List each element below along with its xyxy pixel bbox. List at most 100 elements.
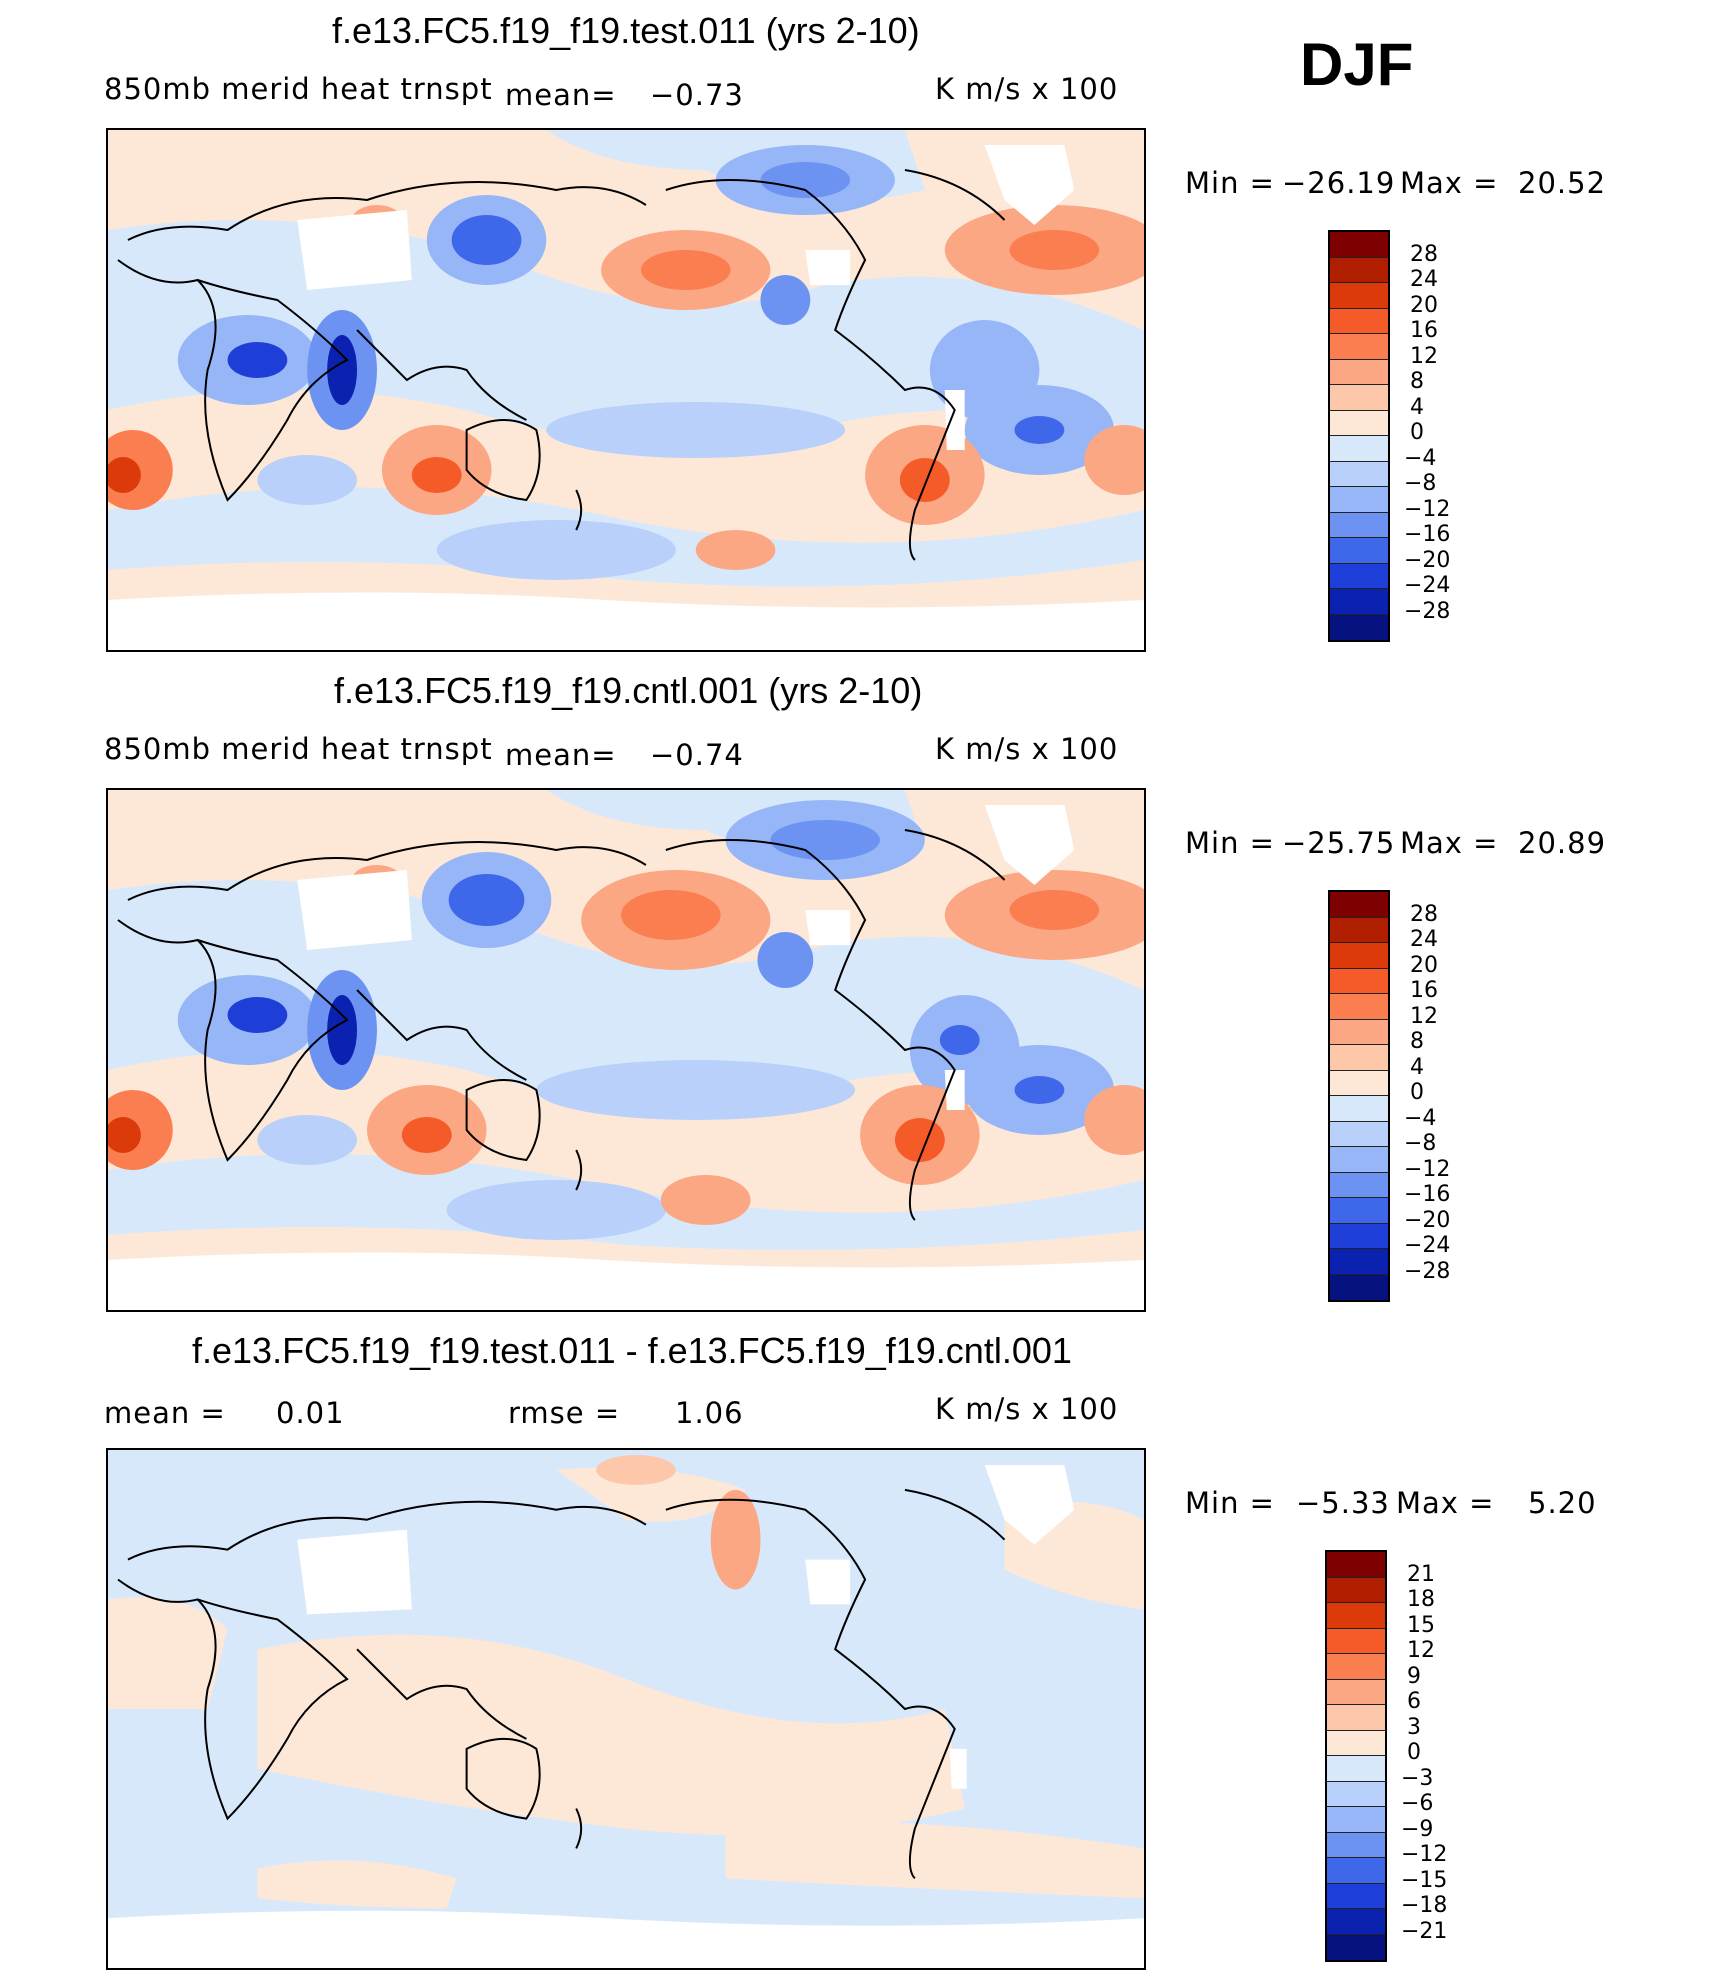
colorbar-segment (1327, 1909, 1385, 1935)
panel-1-min-value: −26.19 (1282, 166, 1396, 200)
panel-1-units: K m/s x 100 (935, 72, 1119, 106)
panel-3-units: K m/s x 100 (935, 1392, 1119, 1426)
colorbar-segment (1330, 1096, 1388, 1122)
colorbar-tick-label: 24 (1410, 267, 1438, 292)
colorbar-tick-label: 4 (1410, 394, 1424, 420)
colorbar-tick-label: −4 (1404, 445, 1437, 471)
colorbar-segment (1330, 1070, 1388, 1096)
colorbar-segment (1330, 359, 1388, 385)
colorbar-segment (1330, 589, 1388, 615)
panel-1-title: f.e13.FC5.f19_f19.test.011 (yrs 2-10) (332, 10, 920, 51)
colorbar-tick-label: −20 (1404, 547, 1451, 573)
colorbar-segment (1330, 1045, 1388, 1071)
colorbar-segment (1327, 1858, 1385, 1884)
panel-3-rmse-value: 1.06 (675, 1396, 744, 1430)
colorbar-tick-label: −28 (1404, 598, 1451, 624)
panel-1-max-label: Max = (1400, 166, 1499, 200)
panel-3-colorbar (1325, 1550, 1387, 1962)
colorbar-tick-label: −4 (1404, 1105, 1437, 1131)
colorbar-tick-label: −28 (1404, 1258, 1451, 1284)
colorbar-tick-label: 8 (1410, 369, 1424, 394)
panel-2-title: f.e13.FC5.f19_f19.cntl.001 (yrs 2-10) (334, 670, 923, 711)
colorbar-segment (1330, 385, 1388, 411)
panel-2-max-label: Max = (1400, 826, 1499, 860)
colorbar-tick-label: −18 (1401, 1893, 1448, 1918)
panel-2-mean-label: mean= (505, 738, 617, 772)
panel-2-min-label: Min = (1185, 826, 1275, 860)
colorbar-segment (1330, 512, 1388, 538)
panel-2-min-value: −25.75 (1282, 826, 1396, 860)
colorbar-segment (1330, 538, 1388, 564)
panel-1-colorbar (1328, 230, 1390, 642)
panel-2-variable-label: 850mb merid heat trnspt (104, 732, 493, 766)
colorbar-segment (1327, 1781, 1385, 1807)
panel-2-map (106, 788, 1146, 1312)
panel-3-title: f.e13.FC5.f19_f19.test.011 - f.e13.FC5.f… (192, 1330, 1072, 1371)
colorbar-segment (1327, 1705, 1385, 1731)
colorbar-tick-label: 0 (1410, 1080, 1424, 1105)
panel-3-min-value: −5.33 (1296, 1486, 1390, 1520)
colorbar-tick-label: 21 (1407, 1561, 1435, 1587)
panel-1-min-label: Min = (1185, 166, 1275, 200)
colorbar-tick-label: −20 (1404, 1207, 1451, 1233)
colorbar-segment (1327, 1679, 1385, 1705)
colorbar-tick-label: −24 (1404, 573, 1451, 598)
colorbar-segment (1330, 487, 1388, 513)
panel-2-max-value: 20.89 (1518, 826, 1607, 860)
colorbar-tick-label: −24 (1404, 1233, 1451, 1258)
panel-2-units: K m/s x 100 (935, 732, 1119, 766)
colorbar-segment (1330, 892, 1388, 918)
colorbar-segment (1327, 1628, 1385, 1654)
colorbar-segment (1330, 308, 1388, 334)
colorbar-segment (1330, 1249, 1388, 1275)
colorbar-segment (1330, 1198, 1388, 1224)
colorbar-segment (1327, 1756, 1385, 1782)
colorbar-segment (1330, 994, 1388, 1020)
panel-3-rmse-label: rmse = (508, 1396, 621, 1430)
colorbar-tick-label: −12 (1404, 496, 1451, 522)
panel-3-min-label: Min = (1185, 1486, 1275, 1520)
colorbar-tick-label: 16 (1410, 318, 1438, 343)
colorbar-segment (1330, 436, 1388, 462)
colorbar-segment (1330, 232, 1388, 258)
colorbar-tick-label: −21 (1401, 1918, 1448, 1944)
colorbar-tick-label: 20 (1410, 292, 1438, 318)
colorbar-segment (1327, 1807, 1385, 1833)
colorbar-tick-label: 9 (1407, 1663, 1421, 1689)
panel-2-colorbar (1328, 890, 1390, 1302)
colorbar-tick-label: −12 (1401, 1842, 1448, 1867)
panel-3-max-label: Max = (1396, 1486, 1495, 1520)
colorbar-segment (1330, 410, 1388, 436)
panel-1-max-value: 20.52 (1518, 166, 1607, 200)
colorbar-tick-label: 28 (1410, 901, 1438, 927)
colorbar-tick-label: 28 (1410, 241, 1438, 267)
colorbar-tick-label: 20 (1410, 952, 1438, 978)
colorbar-tick-label: 18 (1407, 1587, 1435, 1612)
colorbar-tick-label: 0 (1407, 1740, 1421, 1765)
colorbar-segment (1327, 1577, 1385, 1603)
panel-1-variable-label: 850mb merid heat trnspt (104, 72, 493, 106)
colorbar-tick-label: −16 (1404, 1182, 1451, 1207)
colorbar-segment (1330, 943, 1388, 969)
colorbar-tick-label: 12 (1410, 343, 1438, 369)
panel-3-map (106, 1448, 1146, 1970)
colorbar-segment (1330, 1223, 1388, 1249)
colorbar-segment (1330, 1274, 1388, 1300)
colorbar-tick-label: 15 (1407, 1612, 1435, 1638)
colorbar-segment (1327, 1883, 1385, 1909)
colorbar-segment (1330, 1172, 1388, 1198)
panel-3-mean-value: 0.01 (276, 1396, 345, 1430)
colorbar-tick-label: 0 (1410, 420, 1424, 445)
colorbar-segment (1327, 1603, 1385, 1629)
season-label: DJF (1300, 31, 1414, 98)
colorbar-tick-label: −3 (1401, 1765, 1434, 1791)
colorbar-segment (1330, 614, 1388, 640)
colorbar-segment (1327, 1832, 1385, 1858)
colorbar-tick-label: 8 (1410, 1029, 1424, 1054)
colorbar-tick-label: 16 (1410, 978, 1438, 1003)
colorbar-tick-label: 3 (1407, 1714, 1421, 1740)
colorbar-tick-label: 4 (1410, 1054, 1424, 1080)
colorbar-tick-label: −15 (1401, 1867, 1448, 1893)
colorbar-segment (1330, 283, 1388, 309)
colorbar-tick-label: −8 (1404, 471, 1437, 496)
